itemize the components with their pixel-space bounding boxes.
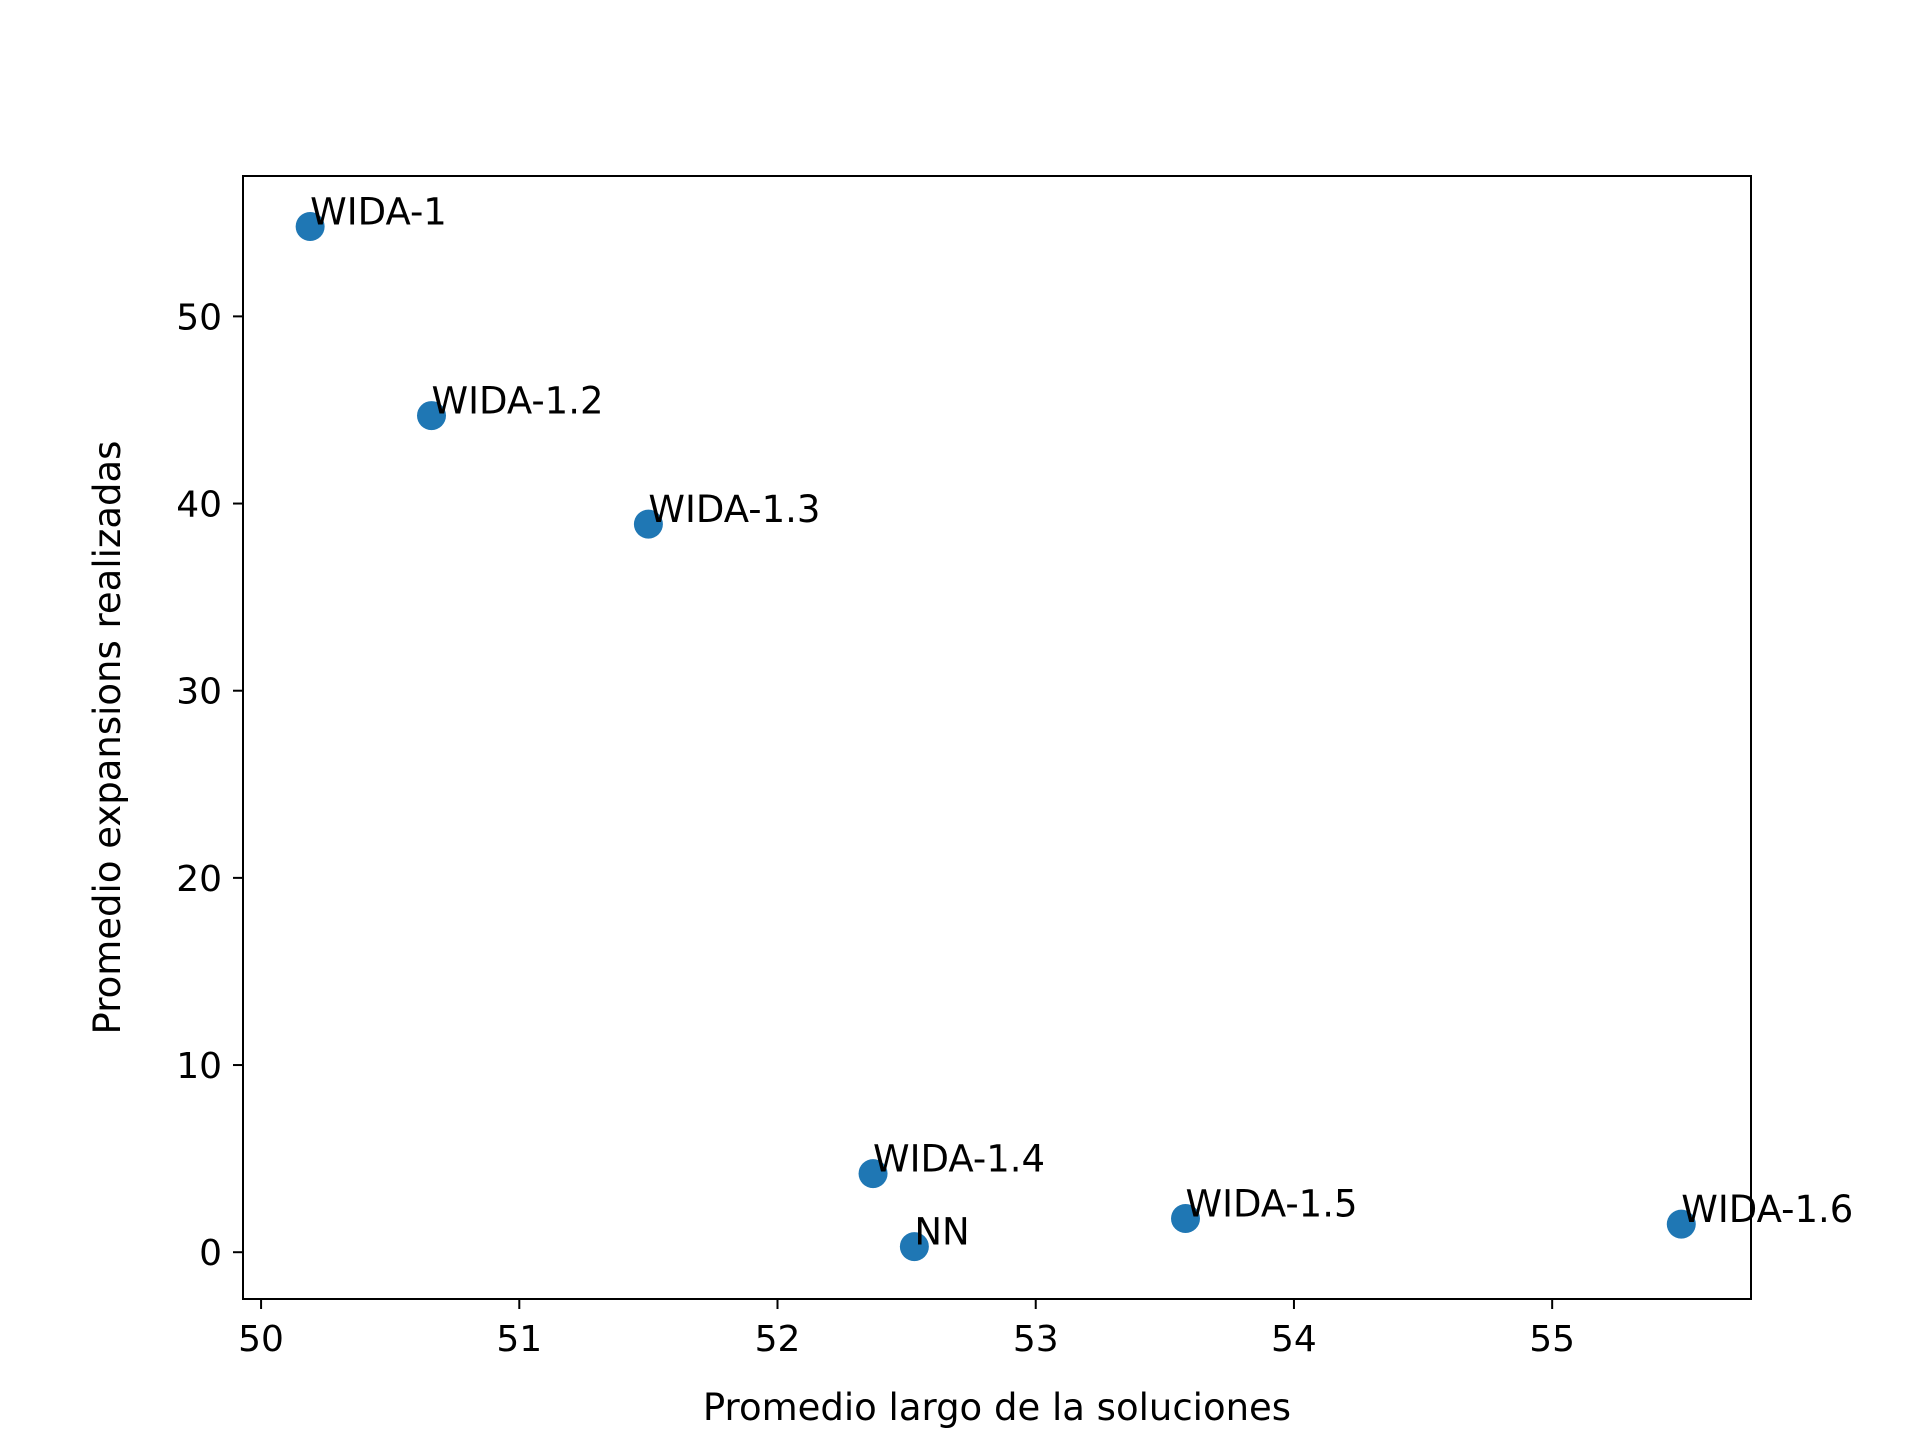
point-label: WIDA-1.2 xyxy=(432,380,604,423)
x-tick-label: 51 xyxy=(496,1319,542,1360)
y-tick-label: 0 xyxy=(199,1233,222,1274)
scatter-point xyxy=(858,1159,888,1189)
y-tick-label: 20 xyxy=(176,859,222,900)
x-tick-label: 53 xyxy=(1013,1319,1059,1360)
point-label: WIDA-1.5 xyxy=(1186,1183,1358,1226)
x-tick-label: 55 xyxy=(1529,1319,1575,1360)
scatter-point xyxy=(417,401,446,431)
x-tick-label: 54 xyxy=(1271,1319,1317,1360)
point-label: WIDA-1.3 xyxy=(648,488,820,531)
scatter-point xyxy=(633,509,663,539)
scatter-point xyxy=(899,1232,929,1262)
plot-frame xyxy=(242,175,1752,1300)
x-axis-label: Promedio largo de la soluciones xyxy=(703,1386,1291,1429)
x-tick-label: 52 xyxy=(755,1319,801,1360)
x-tick-label: 50 xyxy=(238,1319,284,1360)
point-label: WIDA-1 xyxy=(310,191,447,234)
point-label: WIDA-1.4 xyxy=(873,1138,1045,1181)
y-tick-label: 50 xyxy=(176,297,222,338)
data-layer: WIDA-1 WIDA-1.2 WIDA-1.3 WIDA-1.4 NN WIDA-1.5… xyxy=(295,191,1853,1262)
scatter-point xyxy=(295,212,325,242)
y-tick-label: 30 xyxy=(176,672,222,713)
scatter-point xyxy=(1171,1204,1200,1234)
point-label: WIDA-1.6 xyxy=(1681,1188,1853,1231)
y-axis-label: Promedio expansions realizadas xyxy=(86,441,129,1035)
y-tick-label: 40 xyxy=(176,485,222,526)
y-tick-label: 10 xyxy=(176,1046,222,1087)
scatter-point xyxy=(1666,1209,1696,1239)
point-label: NN xyxy=(914,1211,969,1254)
axes-layer: 50 51 52 53 54 55 0 10 20 30 40 50 xyxy=(176,175,1752,1360)
